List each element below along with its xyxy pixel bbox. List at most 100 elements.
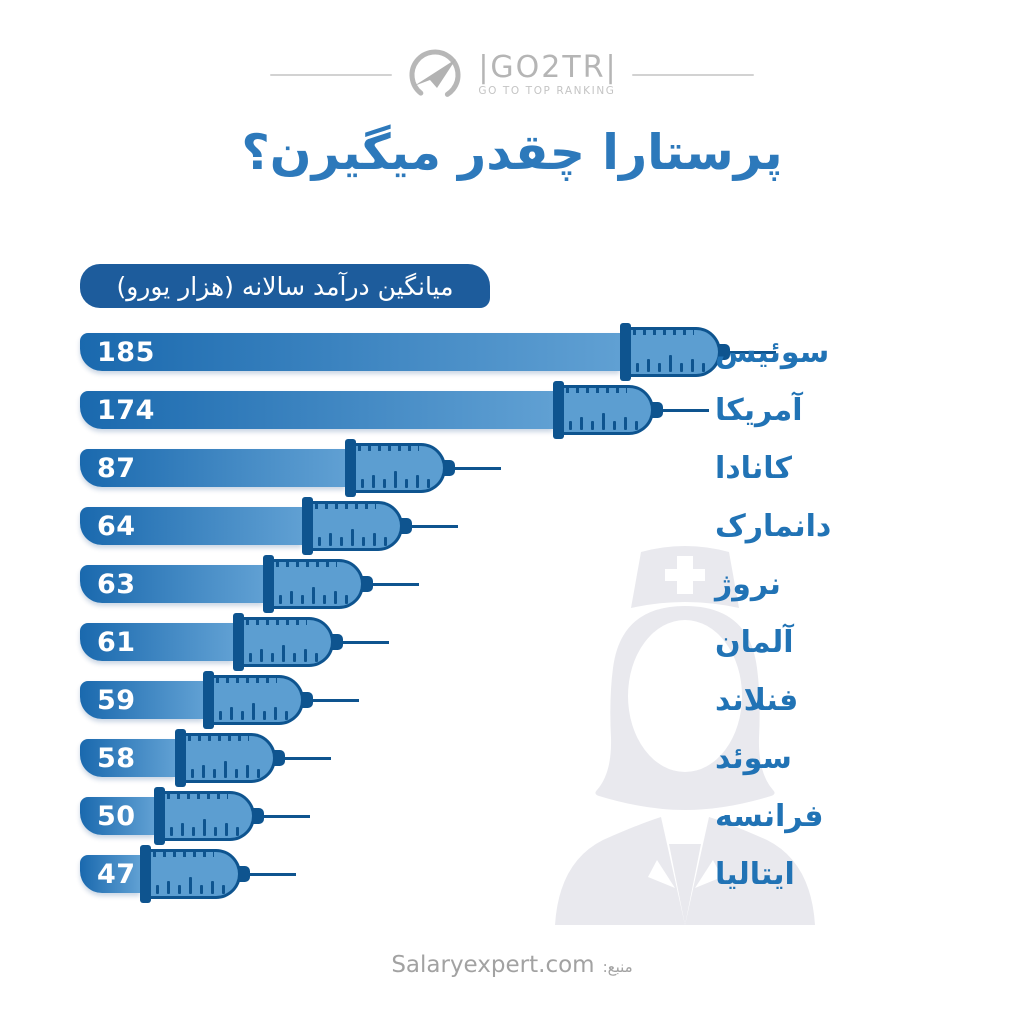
syringe-flange: [553, 381, 564, 439]
bar-row: 64 دانمارک: [80, 497, 945, 555]
syringe-bar: 47: [80, 845, 296, 903]
bar-value-label: 47: [97, 858, 136, 890]
syringe-plunger-rod: 63: [80, 565, 263, 603]
syringe-flange: [620, 323, 631, 381]
barrel-serration: [566, 388, 627, 393]
syringe-plunger-rod: 50: [80, 797, 154, 835]
syringe-needle: [663, 408, 709, 412]
source-value: Salaryexpert.com: [391, 952, 595, 978]
bar-chart: 185 سوئیس 174: [80, 323, 945, 903]
barrel-scale-ticks: [636, 355, 705, 372]
page-title: پرستارا چقدر میگیرن؟: [241, 124, 783, 181]
source-note: منبع: Salaryexpert.com: [0, 952, 1024, 978]
syringe-bar: 174: [80, 381, 709, 439]
syringe-needle: [264, 814, 310, 818]
unit-badge: میانگین درآمد سالانه (هزار یورو): [80, 264, 490, 308]
country-label: نروژ: [715, 566, 781, 602]
syringe-plunger-rod: 64: [80, 507, 302, 545]
country-label: دانمارک: [715, 508, 832, 544]
syringe-bar: 87: [80, 439, 501, 497]
syringe-barrel: [272, 559, 364, 609]
syringe-flange: [175, 729, 186, 787]
nurse-silhouette-watermark: [555, 546, 815, 925]
barrel-serration: [153, 852, 214, 857]
syringe-plunger-rod: 47: [80, 855, 140, 893]
country-label: سوئد: [715, 740, 792, 776]
syringe-needle: [412, 524, 458, 528]
country-label: فنلاند: [715, 682, 799, 718]
barrel-scale-ticks: [170, 819, 239, 836]
bar-row: 63 نروژ: [80, 555, 945, 613]
syringe-needle: [343, 640, 389, 644]
bar-row: 58 سوئد: [80, 729, 945, 787]
bar-value-label: 50: [97, 800, 136, 832]
country-label: آمریکا: [715, 392, 803, 428]
syringe-barrel: [184, 733, 276, 783]
syringe-bar: 185: [80, 323, 776, 381]
syringe-barrel: [242, 617, 334, 667]
syringe-barrel: [212, 675, 304, 725]
barrel-serration: [188, 736, 249, 741]
barrel-serration: [358, 446, 419, 451]
syringe-flange: [263, 555, 274, 613]
bar-row: 185 سوئیس: [80, 323, 945, 381]
syringe-bar: 59: [80, 671, 359, 729]
syringe-needle: [285, 756, 331, 760]
country-label: آلمان: [715, 624, 794, 660]
syringe-bar: 64: [80, 497, 458, 555]
barrel-scale-ticks: [249, 645, 318, 662]
bar-value-label: 58: [97, 742, 136, 774]
bar-row: 61 آلمان: [80, 613, 945, 671]
bar-row: 50 فرانسه: [80, 787, 945, 845]
syringe-plunger-rod: 185: [80, 333, 620, 371]
syringe-barrel: [163, 791, 255, 841]
syringe-barrel: [354, 443, 446, 493]
logo-tagline: GO TO TOP RANKING: [478, 85, 616, 98]
syringe-plunger-rod: 58: [80, 739, 175, 777]
logo-brand-text: |GO2TR|: [478, 50, 618, 86]
logo-header: |GO2TR| GO TO TOP RANKING: [0, 40, 1024, 110]
syringe-needle: [455, 466, 501, 470]
bar-row: 59 فنلاند: [80, 671, 945, 729]
barrel-scale-ticks: [361, 471, 430, 488]
barrel-scale-ticks: [569, 413, 638, 430]
syringe-barrel: [311, 501, 403, 551]
bar-value-label: 185: [97, 336, 155, 368]
source-label: منبع:: [602, 958, 633, 976]
country-label: سوئیس: [715, 334, 830, 370]
syringe-plunger-rod: 174: [80, 391, 553, 429]
syringe-needle: [313, 698, 359, 702]
header-divider-right: [631, 74, 754, 76]
syringe-bar: 63: [80, 555, 419, 613]
barrel-serration: [633, 330, 694, 335]
bar-value-label: 64: [97, 510, 136, 542]
syringe-barrel: [629, 327, 721, 377]
syringe-flange: [154, 787, 165, 845]
barrel-scale-ticks: [219, 703, 288, 720]
bar-value-label: 61: [97, 626, 136, 658]
syringe-flange: [140, 845, 151, 903]
syringe-needle: [730, 350, 776, 354]
bar-row: 47 ایتالیا: [80, 845, 945, 903]
barrel-serration: [216, 678, 277, 683]
syringe-bar: 61: [80, 613, 389, 671]
header-divider-left: [270, 74, 393, 76]
syringe-plunger-rod: 59: [80, 681, 203, 719]
barrel-serration: [167, 794, 228, 799]
barrel-serration: [246, 620, 307, 625]
syringe-flange: [203, 671, 214, 729]
syringe-plunger-rod: 61: [80, 623, 233, 661]
syringe-plunger-rod: 87: [80, 449, 345, 487]
barrel-scale-ticks: [191, 761, 260, 778]
logo-text-block: |GO2TR| GO TO TOP RANKING: [478, 53, 617, 97]
syringe-flange: [233, 613, 244, 671]
syringe-flange: [345, 439, 356, 497]
syringe-bar: 50: [80, 787, 310, 845]
barrel-serration: [315, 504, 376, 509]
country-label: کانادا: [715, 450, 792, 486]
bar-value-label: 59: [97, 684, 136, 716]
country-label: ایتالیا: [715, 856, 795, 892]
syringe-bar: 58: [80, 729, 331, 787]
bar-value-label: 63: [97, 568, 136, 600]
